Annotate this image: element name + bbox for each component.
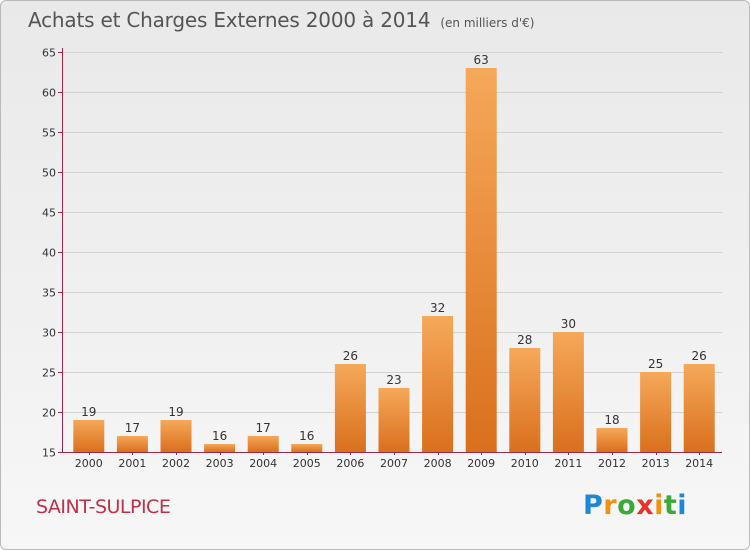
data-label: 25 bbox=[648, 357, 663, 371]
x-tick-label: 2011 bbox=[554, 457, 582, 470]
bar bbox=[683, 364, 715, 452]
bar bbox=[204, 444, 236, 452]
y-tick-label: 50 bbox=[42, 167, 56, 180]
bar bbox=[596, 428, 628, 452]
x-tick-label: 2003 bbox=[206, 457, 234, 470]
title-text: Achats et Charges Externes 2000 à 2014 bbox=[28, 8, 431, 32]
bar bbox=[640, 372, 672, 452]
grid-lines bbox=[62, 52, 722, 413]
x-tick-label: 2009 bbox=[467, 457, 495, 470]
bar bbox=[116, 436, 148, 452]
unit-text: (en milliers d'€) bbox=[440, 16, 535, 30]
x-tick-label: 2012 bbox=[598, 457, 626, 470]
logo-letter: t bbox=[663, 490, 678, 521]
x-tick-label: 2005 bbox=[293, 457, 321, 470]
x-tick-label: 2008 bbox=[424, 457, 452, 470]
data-label: 26 bbox=[692, 349, 707, 363]
bar bbox=[160, 420, 192, 452]
logo-letter: i bbox=[654, 490, 664, 521]
bar bbox=[509, 348, 541, 452]
y-tick-label: 20 bbox=[42, 407, 56, 420]
data-label: 30 bbox=[561, 317, 576, 331]
bar bbox=[465, 68, 497, 452]
data-label: 16 bbox=[212, 429, 227, 443]
x-tick-label: 2000 bbox=[75, 457, 103, 470]
y-tick-label: 30 bbox=[42, 327, 56, 340]
y-tick-label: 65 bbox=[42, 47, 56, 60]
bar bbox=[334, 364, 366, 452]
data-label: 23 bbox=[386, 373, 401, 387]
logo-letter: i bbox=[677, 490, 688, 521]
data-label: 19 bbox=[81, 405, 96, 419]
x-tick-label: 2002 bbox=[162, 457, 190, 470]
x-tick-label: 2007 bbox=[380, 457, 408, 470]
logo-letter: r bbox=[603, 490, 618, 521]
proxiti-logo[interactable]: Proxiti bbox=[583, 490, 687, 521]
logo-letter: x bbox=[636, 490, 655, 521]
data-label: 16 bbox=[299, 429, 314, 443]
data-label: 32 bbox=[430, 301, 445, 315]
bar bbox=[378, 388, 410, 452]
logo-letter: o bbox=[617, 490, 637, 521]
x-tick-label: 2010 bbox=[511, 457, 539, 470]
y-tick-label: 35 bbox=[42, 287, 56, 300]
axes bbox=[58, 48, 722, 455]
x-tick-label: 2004 bbox=[249, 457, 277, 470]
bar bbox=[552, 332, 584, 452]
x-tick-label: 2001 bbox=[118, 457, 146, 470]
data-label: 28 bbox=[517, 333, 532, 347]
data-label: 17 bbox=[256, 421, 271, 435]
x-tick-label: 2014 bbox=[685, 457, 713, 470]
y-tick-label: 45 bbox=[42, 207, 56, 220]
bars bbox=[73, 68, 715, 452]
logo-letter: P bbox=[583, 490, 604, 521]
data-label: 17 bbox=[125, 421, 140, 435]
y-tick-label: 60 bbox=[42, 87, 56, 100]
y-tick-label: 55 bbox=[42, 127, 56, 140]
y-tick-label: 25 bbox=[42, 367, 56, 380]
chart-title: Achats et Charges Externes 2000 à 2014 (e… bbox=[28, 8, 534, 32]
y-tick-label: 15 bbox=[42, 447, 56, 460]
city-name: SAINT-SULPICE bbox=[36, 496, 171, 518]
x-tick-label: 2013 bbox=[642, 457, 670, 470]
bar bbox=[291, 444, 323, 452]
bar bbox=[422, 316, 454, 452]
data-label: 63 bbox=[474, 53, 489, 67]
bar bbox=[73, 420, 105, 452]
labels: 15 20 25 30 35 40 45 50 55 60 65 19 2000 17 2001 19 2002… bbox=[42, 47, 713, 471]
data-label: 26 bbox=[343, 349, 358, 363]
data-label: 19 bbox=[168, 405, 183, 419]
data-label: 18 bbox=[604, 413, 619, 427]
x-tick-label: 2006 bbox=[336, 457, 364, 470]
y-tick-label: 40 bbox=[42, 247, 56, 260]
bar bbox=[247, 436, 279, 452]
